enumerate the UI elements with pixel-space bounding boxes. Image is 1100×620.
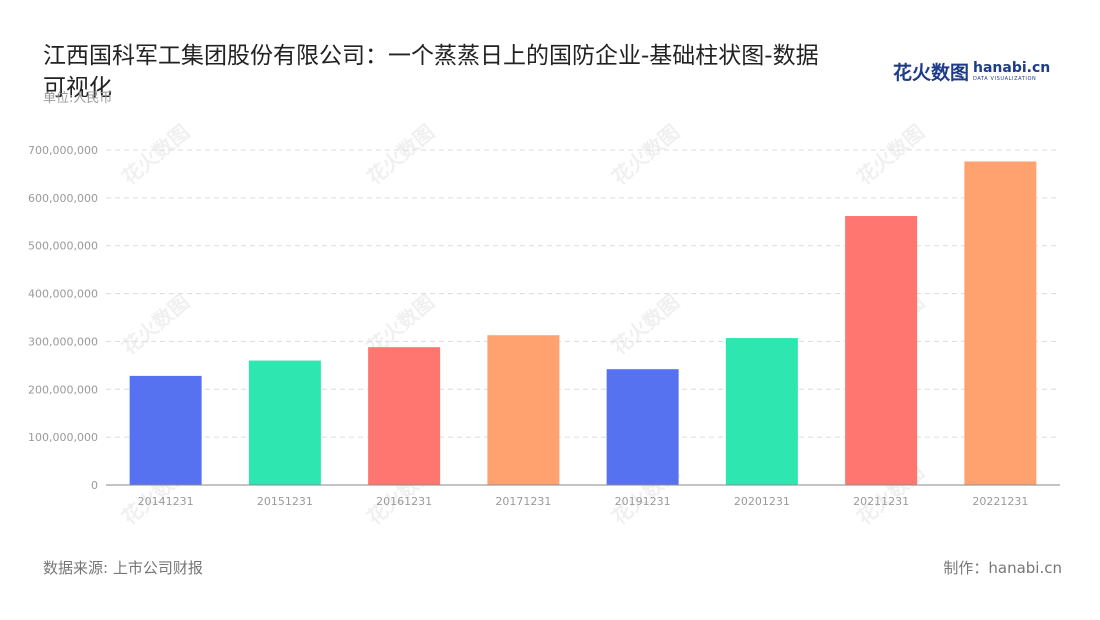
credit: 制作：hanabi.cn: [943, 559, 1062, 577]
bar-20201231: [725, 338, 798, 485]
y-tick-label-7: 700,000,000: [28, 144, 98, 157]
y-axis-labels: 0 100,000,000 200,000,000 300,000,000 400,00…: [28, 144, 98, 492]
y-tick-label-3: 300,000,000: [28, 335, 98, 348]
bar-20171231: [487, 335, 560, 485]
y-tick-label-0: 0: [91, 479, 98, 492]
bar-20221231: [964, 161, 1037, 485]
watermark-0-0: 花火数图: [117, 120, 194, 190]
logo-sub-text: DATA VISUALIZATION: [973, 75, 1037, 82]
bar-20141231: [129, 375, 202, 485]
x-tick-label-7: 20221231: [972, 495, 1028, 508]
x-tick-label-0: 20141231: [138, 495, 194, 508]
brand-logo: 花火数图 hanabi.cn DATA VISUALIZATION: [893, 58, 1050, 84]
logo-en-text: hanabi.cn: [973, 59, 1051, 76]
watermark-0-1: 花火数图: [362, 120, 439, 190]
x-tick-label-1: 20151231: [257, 495, 313, 508]
y-tick-label-2: 200,000,000: [28, 383, 98, 396]
logo-en-block: hanabi.cn DATA VISUALIZATION: [973, 61, 1050, 82]
y-tick-label-4: 400,000,000: [28, 288, 98, 301]
watermark-1-0: 花火数图: [117, 290, 194, 360]
bar-20191231: [606, 369, 679, 485]
x-tick-label-4: 20191231: [615, 495, 671, 508]
x-tick-label-6: 20211231: [853, 495, 909, 508]
x-tick-label-2: 20161231: [376, 495, 432, 508]
data-source: 数据来源: 上市公司财报: [43, 559, 203, 577]
bar-20211231: [845, 216, 918, 486]
y-tick-label-6: 600,000,000: [28, 192, 98, 205]
x-axis-labels: 20141231 20151231 20161231 20171231 20191231…: [138, 495, 1029, 508]
unit-label: 单位:人民币: [43, 91, 113, 106]
chart-title: 江西国科军工集团股份有限公司：一个蒸蒸日上的国防企业-基础柱状图-数据可视化: [43, 43, 819, 101]
bars: [129, 161, 1037, 486]
y-tick-label-5: 500,000,000: [28, 240, 98, 253]
watermark-1-2: 花火数图: [607, 290, 684, 360]
logo-cn-text: 花火数图: [893, 61, 970, 84]
bar-20151231: [248, 360, 321, 485]
bar-20161231: [368, 347, 441, 485]
x-tick-label-3: 20171231: [495, 495, 551, 508]
x-tick-label-5: 20201231: [734, 495, 790, 508]
y-tick-label-1: 100,000,000: [28, 431, 98, 444]
watermark-0-2: 花火数图: [607, 120, 684, 190]
watermark-0-3: 花火数图: [852, 120, 929, 190]
